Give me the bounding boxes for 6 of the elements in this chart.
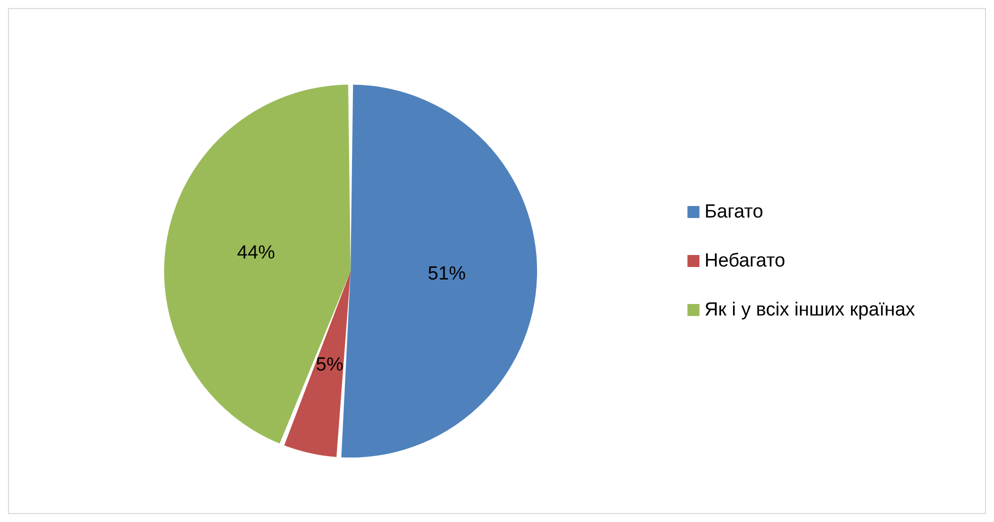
data-label: 5% xyxy=(316,354,344,376)
data-label: 51% xyxy=(428,264,466,285)
data-label: 44% xyxy=(237,242,276,264)
legend-label: Небагато xyxy=(704,250,786,272)
legend-label: Як і у всіх інших країнах xyxy=(704,300,916,320)
legend-label: Багато xyxy=(704,202,764,222)
